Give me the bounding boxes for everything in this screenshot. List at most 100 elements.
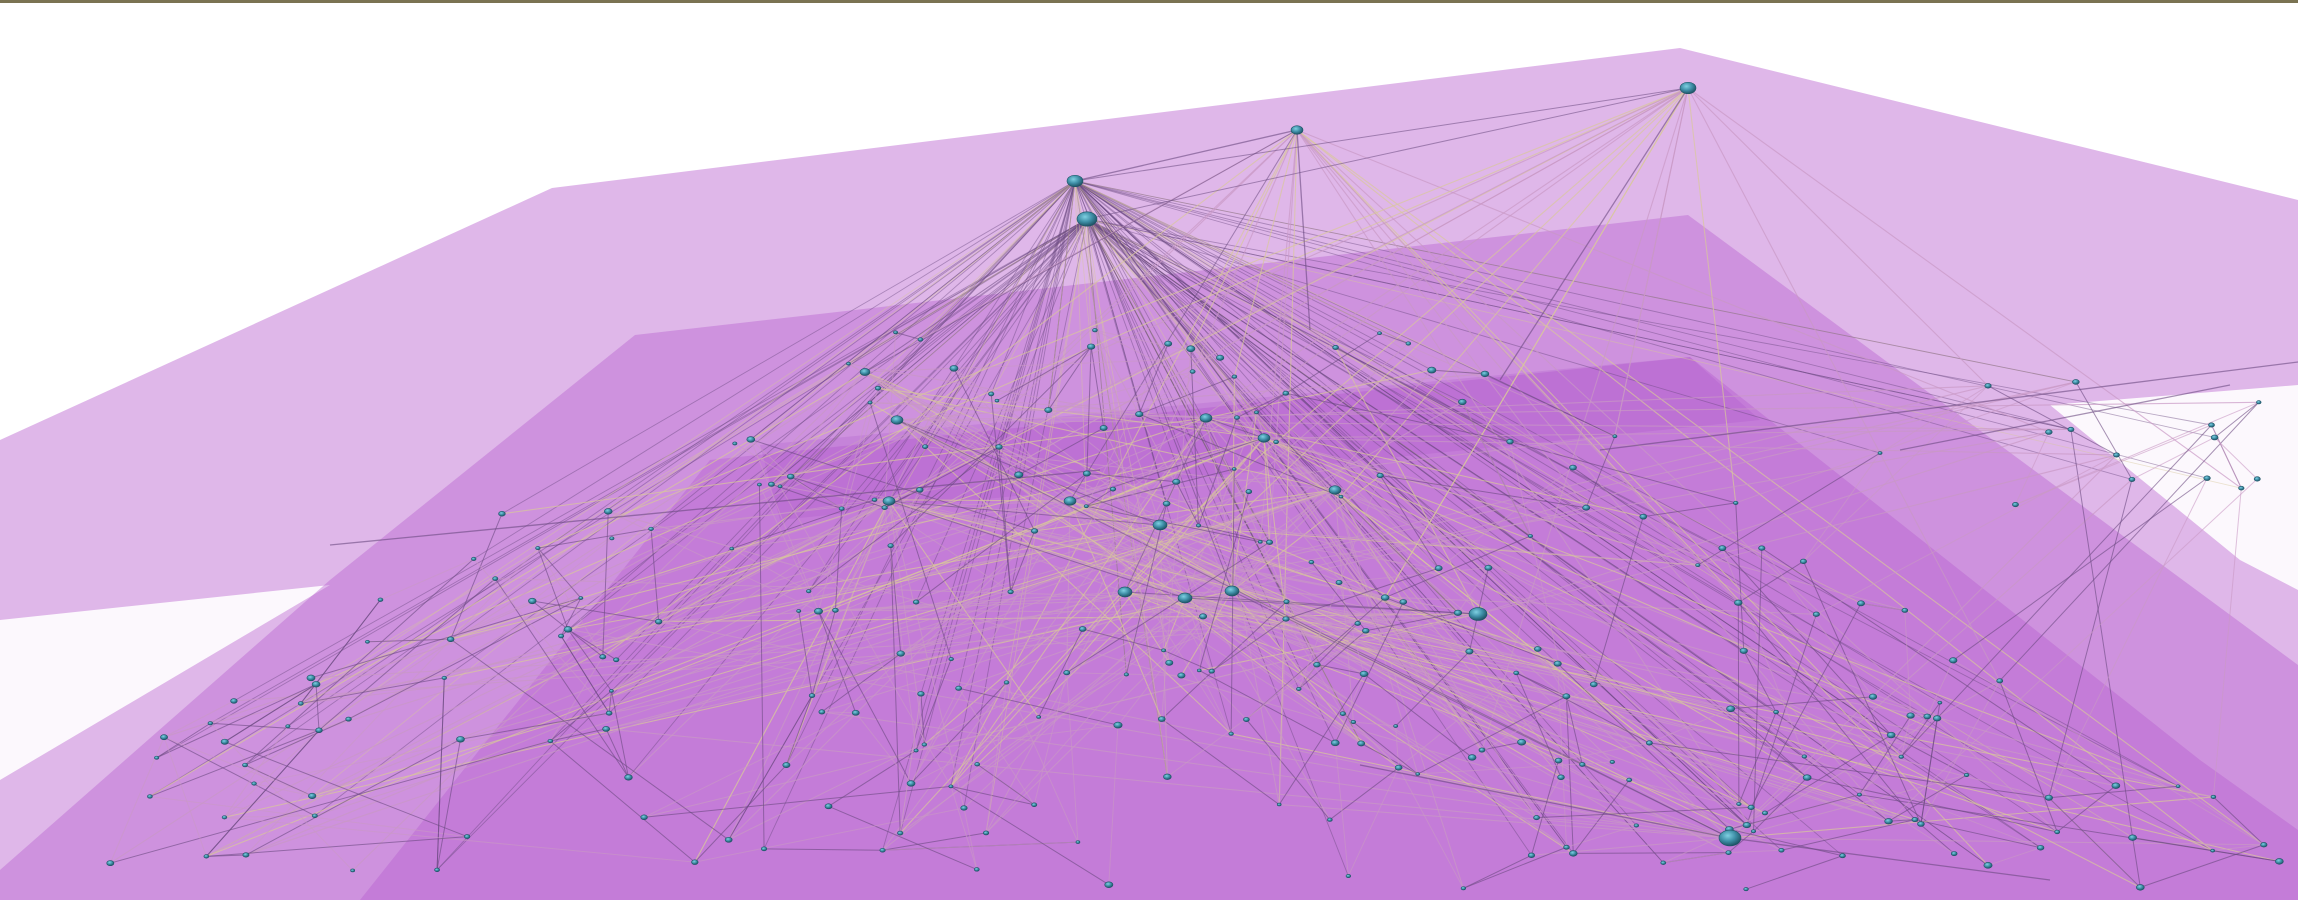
network-node[interactable] <box>1104 881 1114 888</box>
network-node[interactable] <box>1393 724 1399 728</box>
network-node[interactable] <box>1003 680 1010 685</box>
network-node[interactable] <box>2111 782 2121 789</box>
network-node[interactable] <box>879 847 886 853</box>
network-node[interactable] <box>1189 369 1196 374</box>
network-node[interactable] <box>1123 672 1129 677</box>
network-node[interactable] <box>960 805 968 811</box>
hub-node[interactable] <box>1328 485 1342 495</box>
network-node[interactable] <box>982 830 990 836</box>
network-node[interactable] <box>1282 390 1290 396</box>
network-node[interactable] <box>1932 715 1942 722</box>
network-node[interactable] <box>1276 802 1282 807</box>
hub-node[interactable] <box>1152 519 1168 531</box>
network-node[interactable] <box>1799 558 1807 564</box>
network-node[interactable] <box>1553 660 1562 667</box>
network-node[interactable] <box>1376 472 1384 479</box>
hub-node[interactable] <box>1177 592 1193 604</box>
network-node[interactable] <box>1554 757 1563 764</box>
network-node[interactable] <box>1283 599 1290 604</box>
network-node[interactable] <box>757 482 762 487</box>
network-node[interactable] <box>1078 626 1087 632</box>
network-node[interactable] <box>1196 668 1202 673</box>
network-node[interactable] <box>441 675 447 680</box>
network-node[interactable] <box>824 803 833 810</box>
network-node[interactable] <box>2036 844 2045 851</box>
network-node[interactable] <box>1917 821 1925 827</box>
network-node[interactable] <box>1950 851 1958 857</box>
network-node[interactable] <box>851 709 860 716</box>
network-node[interactable] <box>547 738 554 744</box>
network-node[interactable] <box>2128 834 2137 841</box>
network-node[interactable] <box>471 556 477 561</box>
network-node[interactable] <box>1186 345 1196 353</box>
network-node[interactable] <box>1199 613 1208 620</box>
network-node[interactable] <box>1733 500 1739 505</box>
network-node[interactable] <box>147 794 153 799</box>
network-node[interactable] <box>220 738 229 745</box>
network-node[interactable] <box>1014 471 1024 479</box>
network-node[interactable] <box>949 365 959 372</box>
network-node[interactable] <box>1135 411 1144 418</box>
network-node[interactable] <box>492 576 499 581</box>
network-node[interactable] <box>1308 560 1315 565</box>
network-node[interactable] <box>995 444 1003 450</box>
network-node[interactable] <box>1645 740 1653 746</box>
network-node[interactable] <box>563 626 573 633</box>
network-node[interactable] <box>1949 657 1958 664</box>
network-node[interactable] <box>796 609 802 613</box>
network-node[interactable] <box>846 361 851 366</box>
network-node[interactable] <box>613 657 620 663</box>
network-node[interactable] <box>1983 862 1993 869</box>
network-node[interactable] <box>599 654 607 660</box>
network-node[interactable] <box>1380 594 1390 601</box>
network-node[interactable] <box>881 505 888 510</box>
network-node[interactable] <box>1533 815 1540 821</box>
network-node[interactable] <box>1906 712 1915 719</box>
network-node[interactable] <box>1563 844 1570 850</box>
network-node[interactable] <box>1345 874 1352 879</box>
network-node[interactable] <box>1092 328 1098 333</box>
network-node[interactable] <box>1726 705 1736 713</box>
network-node[interactable] <box>1734 599 1743 606</box>
network-node[interactable] <box>1234 415 1240 420</box>
network-node[interactable] <box>446 636 455 643</box>
network-node[interactable] <box>917 691 925 697</box>
network-node[interactable] <box>2128 476 2136 482</box>
network-node[interactable] <box>724 836 733 843</box>
hub-node[interactable] <box>1718 829 1742 847</box>
network-node[interactable] <box>1335 579 1343 586</box>
network-node[interactable] <box>1609 759 1615 764</box>
hub-node[interactable] <box>1290 125 1304 135</box>
network-node[interactable] <box>1569 850 1578 857</box>
network-node[interactable] <box>2253 476 2261 482</box>
network-node[interactable] <box>1099 425 1108 431</box>
network-node[interactable] <box>1228 731 1234 736</box>
network-node[interactable] <box>1725 850 1732 855</box>
network-node[interactable] <box>1886 731 1896 739</box>
network-node[interactable] <box>251 781 257 786</box>
network-node[interactable] <box>1359 670 1369 678</box>
network-node[interactable] <box>609 689 614 693</box>
network-node[interactable] <box>1377 331 1382 336</box>
network-node[interactable] <box>2256 400 2262 405</box>
network-node[interactable] <box>2135 884 2145 891</box>
network-node[interactable] <box>1164 340 1173 347</box>
network-node[interactable] <box>1453 609 1463 616</box>
network-node[interactable] <box>808 693 816 698</box>
network-node[interactable] <box>1801 754 1808 759</box>
hub-node[interactable] <box>1679 81 1697 95</box>
hub-node[interactable] <box>1076 211 1098 227</box>
network-node[interactable] <box>624 774 633 781</box>
network-node[interactable] <box>1633 823 1640 828</box>
network-node[interactable] <box>746 436 756 443</box>
network-node[interactable] <box>1513 670 1520 676</box>
network-node[interactable] <box>1245 489 1253 495</box>
network-node[interactable] <box>973 867 980 872</box>
network-node[interactable] <box>221 815 228 820</box>
network-node[interactable] <box>1362 628 1370 634</box>
network-node[interactable] <box>578 596 584 600</box>
network-node[interactable] <box>1857 600 1865 607</box>
network-node[interactable] <box>242 852 250 858</box>
network-node[interactable] <box>1626 777 1633 783</box>
network-node[interactable] <box>1761 810 1769 816</box>
